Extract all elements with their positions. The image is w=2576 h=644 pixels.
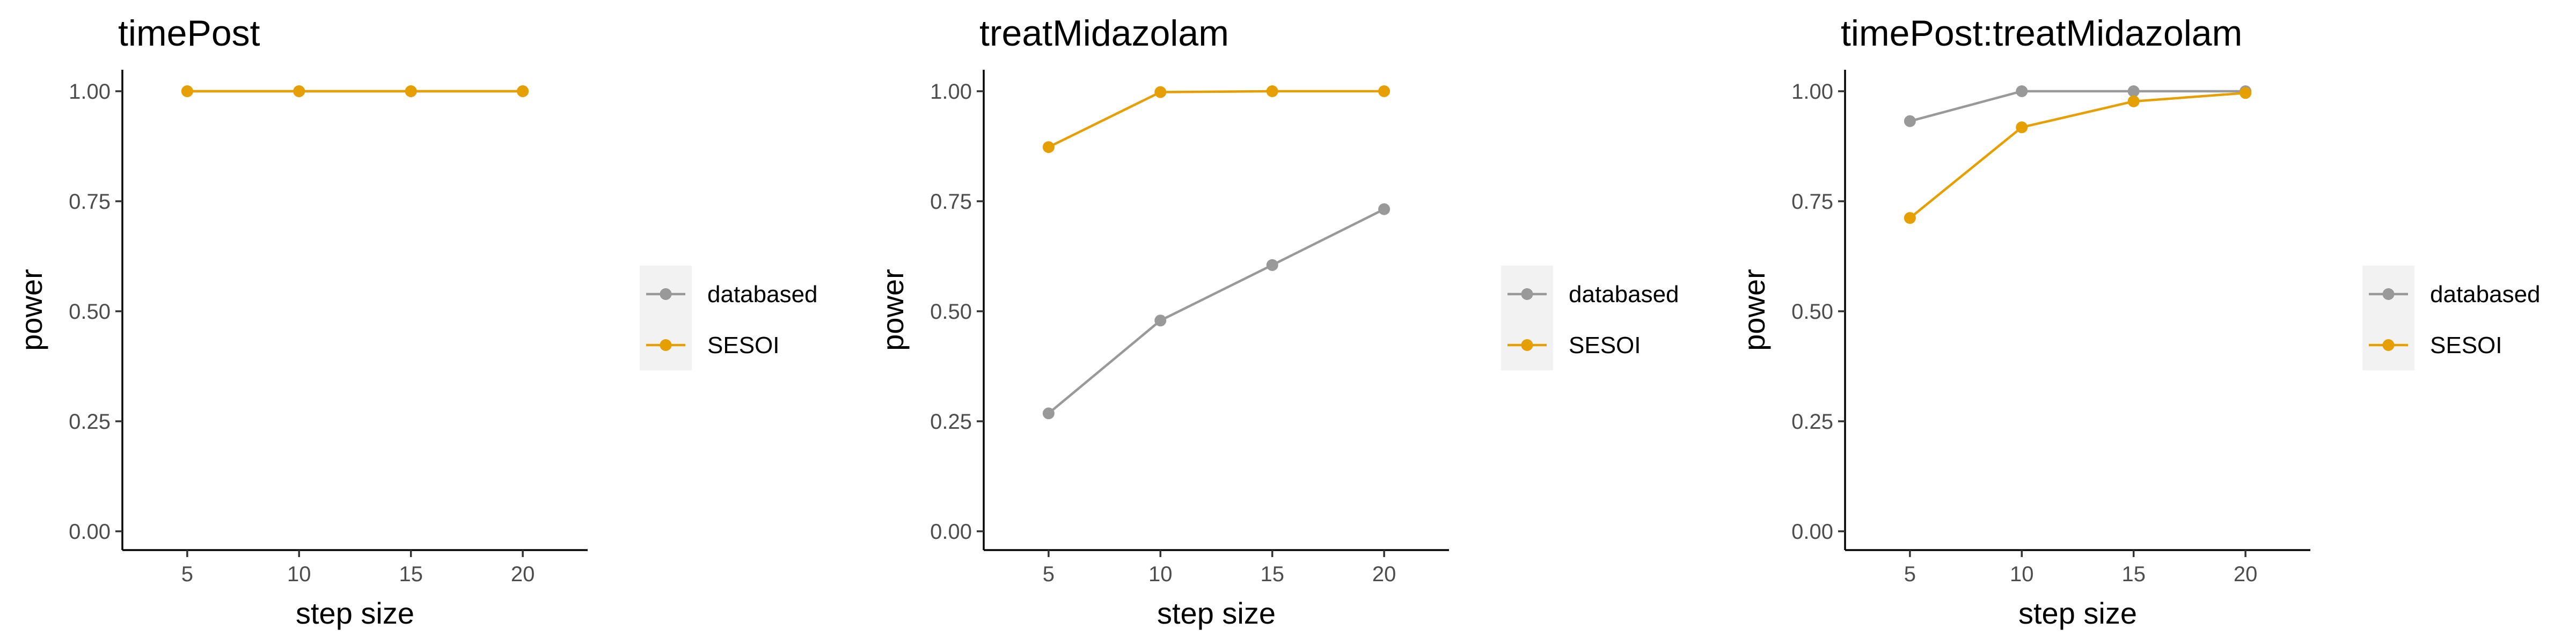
y-tick-label: 0.00: [930, 520, 972, 544]
x-tick-label: 20: [1372, 562, 1396, 586]
data-point: [1904, 115, 1916, 127]
series-line: [1909, 90, 2246, 122]
series-sesoi: [1904, 87, 2252, 224]
y-tick-label: 0.25: [69, 410, 111, 434]
data-point: [2127, 85, 2140, 97]
series-line: [1909, 92, 2246, 219]
y-axis-title: power: [1737, 269, 1771, 351]
data-point: [405, 85, 417, 97]
chart-title: timePost: [118, 13, 260, 54]
data-point: [517, 85, 529, 97]
x-axis-title: step size: [1157, 596, 1276, 630]
chart-panel-3: timePost:treatMidazolam 0.00 0.25 0.50 0.75 1…: [1737, 13, 2541, 630]
y-axis-title: power: [14, 269, 48, 351]
legend-key-point: [2382, 339, 2395, 351]
chart-panel-1: timePost 0.00 0.25 0.50 0.75 1.00 5 10 15 20 step …: [14, 13, 818, 630]
series-databased: [1904, 85, 2252, 127]
y-tick-label: 0.50: [1791, 300, 1833, 324]
y-tick-label: 0.00: [1791, 520, 1833, 544]
legend-key-point: [660, 288, 672, 300]
y-axis-title: power: [876, 269, 910, 351]
chart-panel-2: treatMidazolam 0.00 0.25 0.50 0.75 1.00 5 10 15 2…: [876, 13, 1679, 630]
series-line: [1048, 90, 1385, 149]
y-tick-label: 0.25: [1791, 410, 1833, 434]
legend-label: databased: [1569, 281, 1679, 308]
data-point: [1266, 259, 1278, 271]
data-point: [1154, 314, 1167, 327]
data-point: [1042, 141, 1055, 153]
chart-title: treatMidazolam: [979, 13, 1229, 54]
series-line: [1048, 208, 1385, 414]
x-tick-label: 20: [2234, 562, 2258, 586]
legend-label: databased: [707, 281, 818, 308]
data-point: [1154, 86, 1167, 98]
legend-key-background: [640, 266, 692, 370]
chart-title: timePost:treatMidazolam: [1841, 13, 2242, 54]
legend-label: SESOI: [707, 332, 780, 358]
legend-key-point: [1521, 339, 1533, 351]
y-tick-label: 0.50: [930, 300, 972, 324]
y-tick-label: 0.25: [930, 410, 972, 434]
legend-key-point: [1521, 288, 1533, 300]
x-tick-label: 5: [181, 562, 193, 586]
x-tick-label: 20: [511, 562, 535, 586]
x-tick-label: 15: [1260, 562, 1284, 586]
x-tick-label: 5: [1904, 562, 1916, 586]
legend-key-point: [660, 339, 672, 351]
x-tick-label: 5: [1043, 562, 1055, 586]
y-tick-label: 1.00: [69, 80, 111, 104]
data-point: [1378, 203, 1391, 215]
legend-key-background: [2362, 266, 2414, 370]
y-tick-label: 1.00: [1791, 80, 1833, 104]
x-tick-label: 10: [2010, 562, 2034, 586]
data-point: [1042, 407, 1055, 420]
series-sesoi: [181, 85, 529, 97]
data-point: [1378, 85, 1391, 97]
x-axis-title: step size: [2018, 596, 2137, 630]
x-tick-label: 10: [1148, 562, 1173, 586]
x-tick-label: 15: [399, 562, 423, 586]
legend-key-background: [1501, 266, 1553, 370]
y-tick-label: 0.75: [1791, 190, 1833, 214]
series-databased: [1042, 203, 1391, 420]
legend-label: databased: [2430, 281, 2541, 308]
legend-label: SESOI: [2430, 332, 2502, 358]
legend: databased SESOI: [640, 266, 818, 370]
y-tick-label: 0.75: [69, 190, 111, 214]
y-tick-label: 0.50: [69, 300, 111, 324]
y-tick-label: 0.00: [69, 520, 111, 544]
x-tick-label: 15: [2121, 562, 2146, 586]
series-sesoi: [1042, 85, 1391, 153]
legend-key-point: [2382, 288, 2395, 300]
legend: databased SESOI: [2362, 266, 2541, 370]
data-point: [181, 85, 193, 97]
data-point: [2240, 87, 2252, 99]
legend-label: SESOI: [1569, 332, 1641, 358]
data-point: [1904, 212, 1916, 224]
data-point: [293, 85, 305, 97]
x-tick-label: 10: [287, 562, 311, 586]
y-tick-label: 0.75: [930, 190, 972, 214]
data-point: [2016, 85, 2028, 97]
data-point: [1266, 85, 1278, 97]
y-tick-label: 1.00: [930, 80, 972, 104]
x-axis-title: step size: [296, 596, 414, 630]
data-point: [2127, 95, 2140, 107]
data-point: [2016, 121, 2028, 134]
legend: databased SESOI: [1501, 266, 1679, 370]
